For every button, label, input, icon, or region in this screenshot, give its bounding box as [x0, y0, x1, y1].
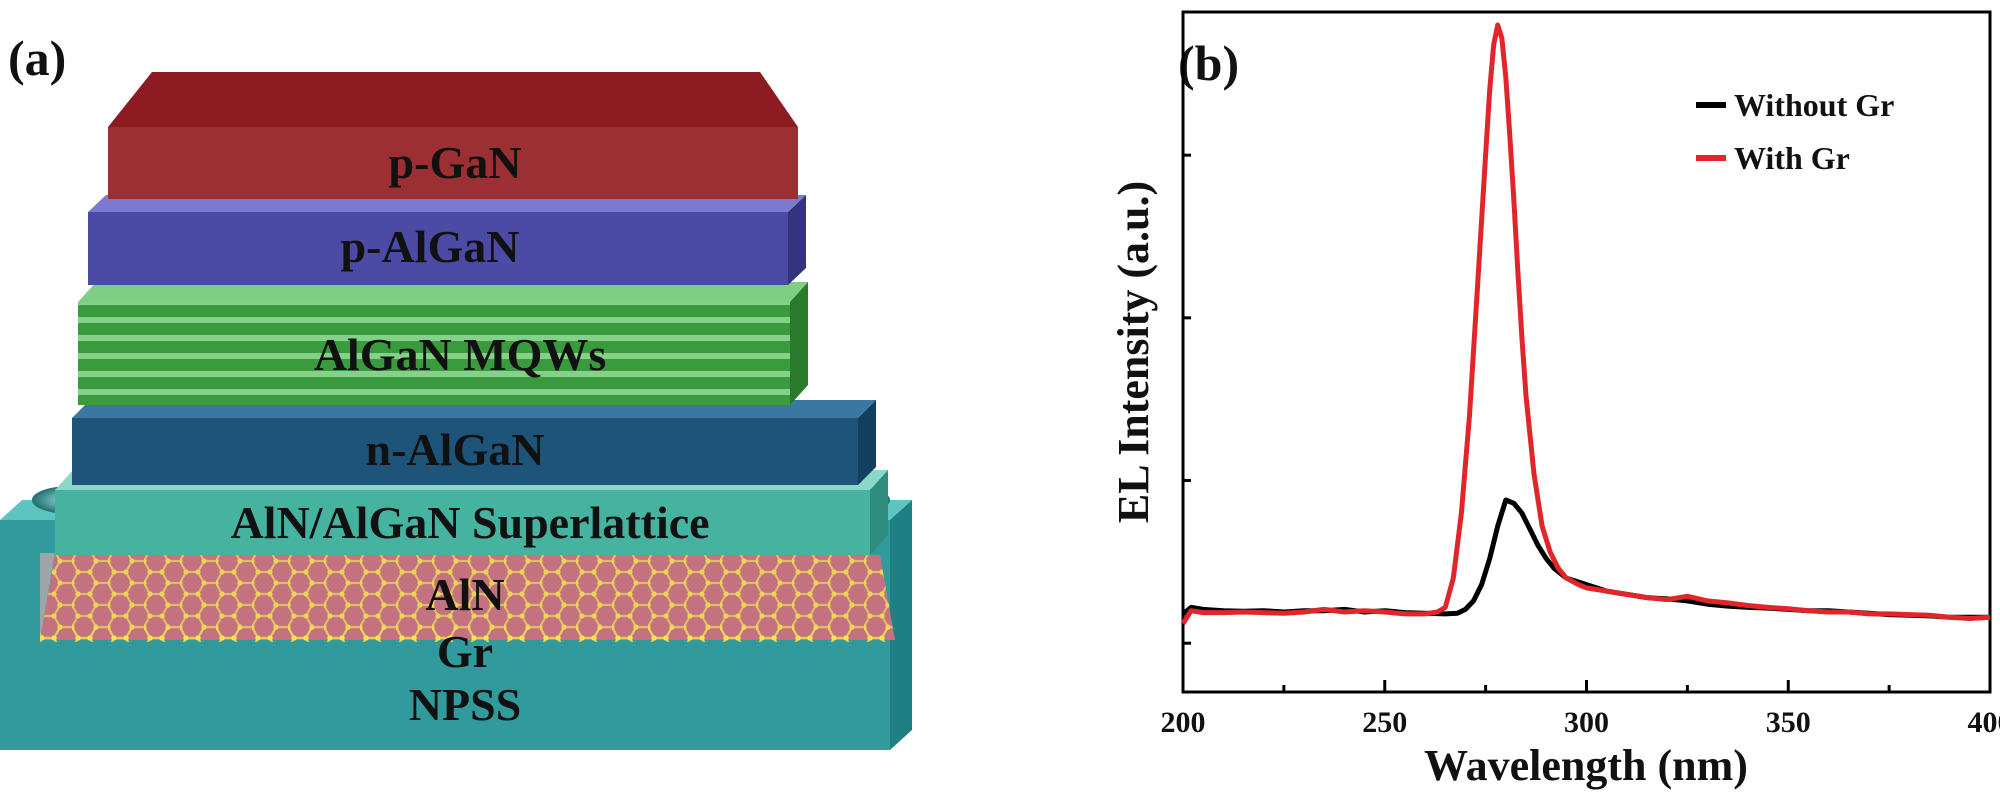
- legend-label-with-gr: With Gr: [1734, 140, 1850, 176]
- label-mqws: AlGaN MQWs: [314, 329, 607, 380]
- x-axis-ticks: [1181, 680, 1992, 692]
- series-line-with-gr: [1180, 22, 1991, 626]
- layer-p-algan: [88, 195, 806, 285]
- x-tick-label-400: 400: [1968, 706, 2000, 739]
- label-p-gan: p-GaN: [389, 137, 522, 188]
- label-aln: AlN: [425, 569, 504, 620]
- layer-aln: [40, 553, 895, 640]
- layer-mqws: [78, 282, 808, 405]
- label-superlattice: AlN/AlGaN Superlattice: [230, 497, 709, 548]
- plot-area: 200 250 300 350 400: [1161, 10, 2000, 739]
- el-spectrum-chart: (b) 200 250 300 350 400 Wavelength (nm) EL I…: [1109, 10, 2000, 790]
- series-lines: [1180, 22, 1991, 626]
- x-axis-label: Wavelength (nm): [1424, 741, 1748, 790]
- label-n-algan: n-AlGaN: [366, 424, 545, 475]
- x-tick-label-200: 200: [1161, 706, 1206, 739]
- y-axis-label: EL Intensity (a.u.): [1109, 181, 1158, 523]
- x-tick-label-350: 350: [1766, 706, 1811, 739]
- label-p-algan: p-AlGaN: [341, 221, 520, 272]
- series-line-without-gr: [1181, 497, 1990, 620]
- legend-label-without-gr: Without Gr: [1734, 87, 1894, 123]
- legend: Without Gr With Gr: [1696, 87, 1894, 176]
- label-gr: Gr: [437, 626, 493, 677]
- y-axis-ticks: [1183, 153, 1191, 645]
- panel-a-label: (a): [8, 30, 66, 86]
- x-axis-tick-labels: 200 250 300 350 400: [1161, 706, 2000, 739]
- device-structure-schematic: (a): [0, 30, 912, 750]
- panel-b-label: (b): [1178, 35, 1239, 91]
- x-tick-label-250: 250: [1362, 706, 1407, 739]
- label-npss: NPSS: [409, 679, 521, 730]
- layer-p-gan: [108, 72, 798, 199]
- x-tick-label-300: 300: [1564, 706, 1609, 739]
- layer-graphene: [40, 628, 895, 642]
